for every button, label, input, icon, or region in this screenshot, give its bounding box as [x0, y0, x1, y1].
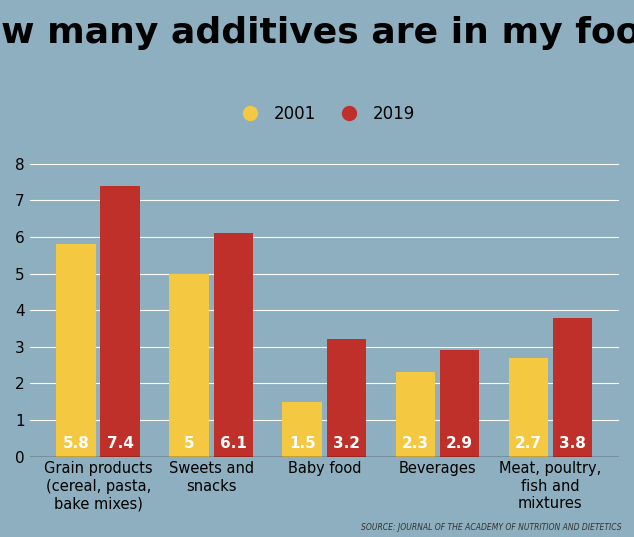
Bar — [396, 373, 435, 456]
Text: 2.9: 2.9 — [446, 436, 473, 451]
Text: 5: 5 — [184, 436, 195, 451]
Bar — [169, 274, 209, 456]
Text: 3.2: 3.2 — [333, 436, 360, 451]
Bar — [327, 339, 366, 456]
Bar — [508, 358, 548, 456]
Text: 3.8: 3.8 — [559, 436, 586, 451]
Bar — [56, 244, 96, 456]
Bar — [439, 351, 479, 456]
Text: 1.5: 1.5 — [289, 436, 316, 451]
Text: 7.4: 7.4 — [107, 436, 134, 451]
Text: SOURCE: JOURNAL OF THE ACADEMY OF NUTRITION AND DIETETICS: SOURCE: JOURNAL OF THE ACADEMY OF NUTRIT… — [361, 523, 621, 532]
Text: 6.1: 6.1 — [220, 436, 247, 451]
Bar — [283, 402, 322, 456]
Bar — [214, 234, 253, 456]
Legend: 2001, 2019: 2001, 2019 — [227, 98, 422, 129]
Bar — [553, 317, 592, 456]
Text: 2.7: 2.7 — [515, 436, 542, 451]
Text: 5.8: 5.8 — [63, 436, 89, 451]
Bar — [100, 186, 140, 456]
Text: How many additives are in my food?: How many additives are in my food? — [0, 16, 634, 50]
Text: 2.3: 2.3 — [402, 436, 429, 451]
